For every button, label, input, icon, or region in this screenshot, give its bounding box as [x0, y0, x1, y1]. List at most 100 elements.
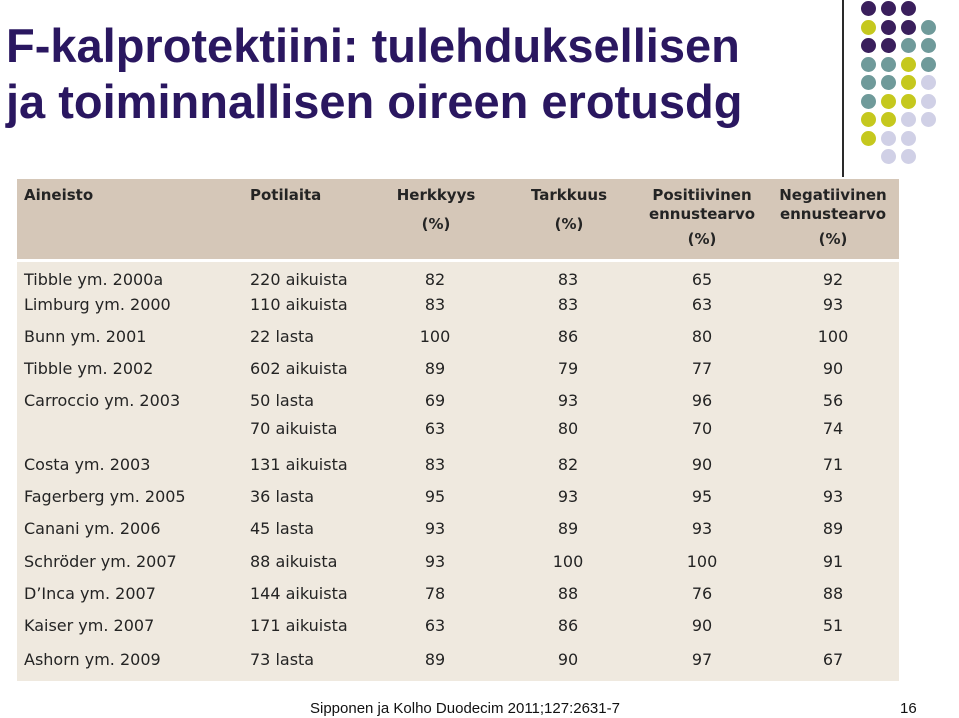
- table-row: Carroccio ym. 2003 50 lasta 69 93 96 56: [17, 389, 899, 413]
- header-patients-label: Potilaita: [250, 186, 322, 204]
- cell-patients: 131 aikuista: [250, 455, 348, 474]
- header-ppv: Positiivinen ennustearvo (%): [642, 186, 762, 249]
- table-row: Canani ym. 2006 45 lasta 93 89 93 89: [17, 517, 899, 541]
- decorative-dot: [901, 112, 916, 127]
- table-row: Schröder ym. 2007 88 aikuista 93 100 100 91: [17, 550, 899, 574]
- table-row: Kaiser ym. 2007 171 aikuista 63 86 90 51: [17, 614, 899, 638]
- cell-npv: 93: [822, 295, 844, 314]
- cell-patients: 70 aikuista: [250, 419, 338, 438]
- cell-specificity: 83: [557, 295, 579, 314]
- cell-study: Tibble ym. 2000a: [24, 270, 164, 289]
- cell-specificity: 80: [557, 419, 579, 438]
- calprotectin-table: Aineisto Potilaita Herkkyys (%) Tarkkuus…: [17, 179, 899, 681]
- decorative-dot: [861, 56, 876, 72]
- cell-ppv: 70: [691, 419, 713, 438]
- header-specificity-unit: (%): [554, 215, 584, 233]
- cell-sensitivity: 82: [424, 270, 446, 289]
- decorative-dot: [921, 93, 936, 109]
- cell-sensitivity: 78: [424, 584, 446, 603]
- table-row: Tibble ym. 2000a 220 aikuista 82 83 65 92: [17, 268, 899, 292]
- cell-ppv: 90: [691, 455, 713, 474]
- cell-specificity: 82: [557, 455, 579, 474]
- decorative-dot-grid: [861, 1, 959, 164]
- cell-specificity: 100: [552, 552, 584, 571]
- cell-patients: 45 lasta: [250, 519, 315, 538]
- decorative-dot: [861, 130, 876, 146]
- decorative-dot: [881, 93, 896, 109]
- cell-ppv: 76: [691, 584, 713, 603]
- decorative-dot: [921, 112, 936, 127]
- header-study: Aineisto: [24, 186, 93, 205]
- table-row: Fagerberg ym. 2005 36 lasta 95 93 95 93: [17, 485, 899, 509]
- table-row: 70 aikuista 63 80 70 74: [17, 417, 899, 441]
- cell-patients: 144 aikuista: [250, 584, 348, 603]
- cell-ppv: 93: [691, 519, 713, 538]
- cell-ppv: 65: [691, 270, 713, 289]
- cell-patients: 36 lasta: [250, 487, 315, 506]
- cell-patients: 602 aikuista: [250, 359, 348, 378]
- cell-study: Kaiser ym. 2007: [24, 616, 155, 635]
- header-npv: Negatiivinen ennustearvo (%): [773, 186, 893, 249]
- cell-study: Bunn ym. 2001: [24, 327, 147, 346]
- cell-npv: 91: [822, 552, 844, 571]
- cell-npv: 67: [822, 650, 844, 669]
- cell-npv: 90: [822, 359, 844, 378]
- cell-patients: 171 aikuista: [250, 616, 348, 635]
- cell-study: Canani ym. 2006: [24, 519, 161, 538]
- header-npv-line-1: Negatiivinen: [779, 186, 887, 204]
- header-sensitivity-unit: (%): [421, 215, 451, 233]
- table-row: Tibble ym. 2002 602 aikuista 89 79 77 90: [17, 357, 899, 381]
- cell-sensitivity: 83: [424, 455, 446, 474]
- cell-npv: 92: [822, 270, 844, 289]
- decorative-dot: [881, 130, 896, 146]
- cell-npv: 93: [822, 487, 844, 506]
- decorative-dot: [901, 130, 916, 146]
- cell-specificity: 89: [557, 519, 579, 538]
- cell-specificity: 86: [557, 327, 579, 346]
- cell-ppv: 80: [691, 327, 713, 346]
- cell-npv: 51: [822, 616, 844, 635]
- header-ppv-line-1: Positiivinen: [652, 186, 752, 204]
- header-ppv-unit: (%): [687, 230, 717, 248]
- decorative-dot: [861, 38, 876, 53]
- cell-npv: 74: [822, 419, 844, 438]
- decorative-dot: [921, 19, 936, 35]
- cell-study: Fagerberg ym. 2005: [24, 487, 186, 506]
- cell-sensitivity: 89: [424, 650, 446, 669]
- cell-study: D’Inca ym. 2007: [24, 584, 156, 603]
- decorative-dot: [921, 38, 936, 53]
- table-row: Limburg ym. 2000 110 aikuista 83 83 63 93: [17, 293, 899, 317]
- page-number: 16: [900, 700, 917, 717]
- cell-ppv: 97: [691, 650, 713, 669]
- decorative-dot: [881, 149, 896, 164]
- header-specificity: Tarkkuus (%): [524, 186, 614, 234]
- cell-specificity: 93: [557, 487, 579, 506]
- table-row: Bunn ym. 2001 22 lasta 100 86 80 100: [17, 325, 899, 349]
- decorative-dot: [881, 1, 896, 16]
- decorative-dot: [861, 112, 876, 127]
- cell-specificity: 79: [557, 359, 579, 378]
- decorative-dot: [901, 1, 916, 16]
- cell-sensitivity: 100: [419, 327, 451, 346]
- cell-study: Ashorn ym. 2009: [24, 650, 161, 669]
- cell-specificity: 93: [557, 391, 579, 410]
- citation: Sipponen ja Kolho Duodecim 2011;127:2631…: [310, 700, 620, 717]
- cell-npv: 56: [822, 391, 844, 410]
- cell-npv: 88: [822, 584, 844, 603]
- cell-sensitivity: 95: [424, 487, 446, 506]
- cell-patients: 22 lasta: [250, 327, 315, 346]
- slide-title-line-1: F-kalprotektiini: tulehduksellisen: [6, 19, 740, 72]
- cell-study: Schröder ym. 2007: [24, 552, 177, 571]
- header-ppv-line-2: ennustearvo: [648, 205, 756, 223]
- decorative-dot: [901, 93, 916, 109]
- cell-specificity: 88: [557, 584, 579, 603]
- cell-npv: 71: [822, 455, 844, 474]
- header-study-label: Aineisto: [24, 186, 94, 204]
- header-patients: Potilaita: [250, 186, 321, 205]
- cell-patients: 50 lasta: [250, 391, 315, 410]
- cell-ppv: 90: [691, 616, 713, 635]
- decorative-dot: [881, 112, 896, 127]
- cell-study: Limburg ym. 2000: [24, 295, 171, 314]
- slide-title-line-2: ja toiminnallisen oireen erotusdg: [6, 75, 743, 128]
